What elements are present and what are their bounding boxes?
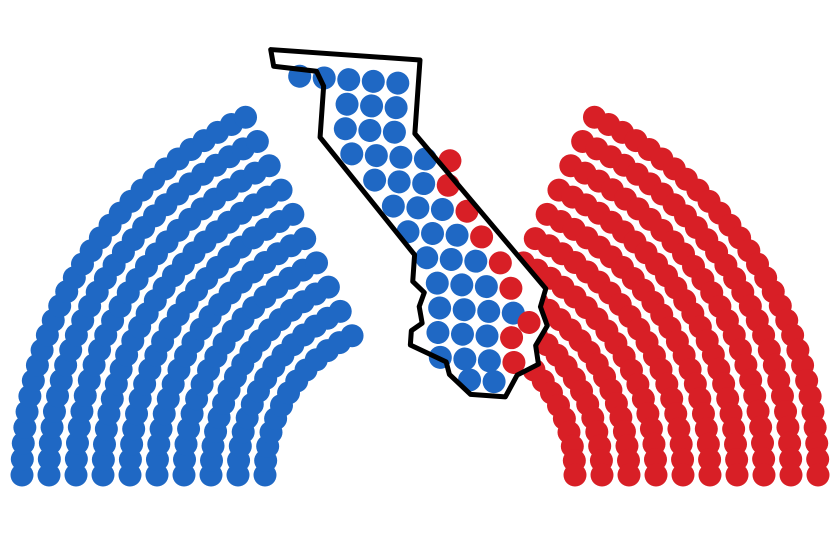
seat-dot xyxy=(281,203,304,226)
seat-dot xyxy=(564,464,587,487)
seat-dot xyxy=(329,300,352,323)
seat-dot xyxy=(591,464,614,487)
seat-dot xyxy=(618,464,641,487)
congressional-seats-infographic xyxy=(0,0,840,560)
seat-dot xyxy=(305,251,328,274)
seat-dot xyxy=(234,106,257,129)
seat-dot xyxy=(699,464,722,487)
seat-dot xyxy=(341,324,364,347)
seat-dot xyxy=(807,464,830,487)
seat-dot xyxy=(270,179,293,202)
seat-dot xyxy=(293,227,316,250)
seat-dot xyxy=(317,276,340,299)
seat-dot xyxy=(672,464,695,487)
seat-dot xyxy=(753,464,776,487)
seat-dot xyxy=(246,130,269,153)
seat-dot xyxy=(780,464,803,487)
seat-dot xyxy=(726,464,749,487)
seat-dot xyxy=(645,464,668,487)
seat-dot xyxy=(258,154,281,177)
